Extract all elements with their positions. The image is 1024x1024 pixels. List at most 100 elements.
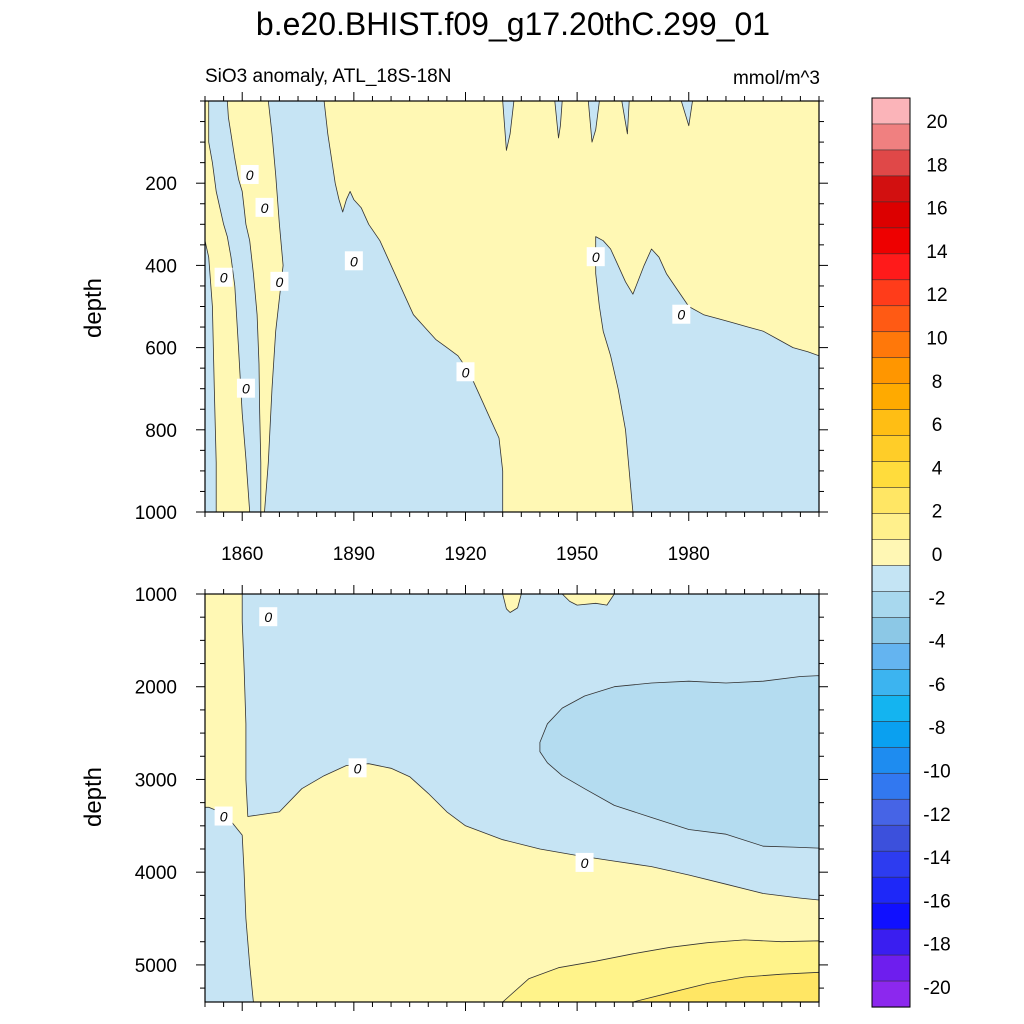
colorbar-label: 2 — [932, 502, 943, 523]
colorbar-label: -16 — [923, 891, 950, 912]
svg-text:0: 0 — [677, 307, 685, 323]
colorbar-label: 0 — [932, 545, 943, 566]
upper-contour-region-0 — [208, 101, 262, 512]
upper-contour-region-3 — [595, 236, 819, 512]
chart-left-subtitle: SiO3 anomaly, ATL_18S-18N — [205, 66, 451, 87]
y-tick-label: 800 — [145, 421, 177, 442]
colorbar-label: 4 — [932, 458, 943, 479]
upper-contour-region-5 — [554, 101, 563, 139]
x-tick-label: 1980 — [668, 544, 710, 565]
contour-label: 0 — [236, 378, 255, 398]
colorbar-label: -6 — [929, 675, 946, 696]
contour-label: 0 — [344, 251, 363, 271]
colorbar-label: 6 — [932, 415, 943, 436]
y-tick-label: 400 — [145, 256, 177, 277]
chart-title: b.e20.BHIST.f09_g17.20thC.299_01 — [256, 6, 770, 42]
colorbar-swatch — [871, 227, 911, 255]
colorbar-swatch — [871, 461, 911, 489]
upper-contour-region-4 — [502, 101, 515, 151]
y-tick-label: 4000 — [135, 863, 177, 884]
colorbar-swatch — [871, 305, 911, 333]
colorbar-swatch — [871, 876, 911, 904]
colorbar-label: 12 — [926, 285, 947, 306]
contour-label: 0 — [586, 247, 605, 267]
x-tick-label: 1950 — [556, 544, 598, 565]
y-tick-label: 600 — [145, 339, 177, 360]
colorbar-swatch — [871, 357, 911, 385]
upper-contour-region-2 — [264, 101, 504, 512]
colorbar-swatch — [871, 746, 911, 774]
x-tick-label: 1890 — [333, 544, 375, 565]
colorbar-label: 18 — [926, 155, 947, 176]
colorbar-swatch — [871, 980, 911, 1008]
y-tick-label: 1000 — [135, 503, 177, 524]
upper-contour-region-6 — [587, 101, 600, 143]
upper-contour-region-8 — [680, 101, 693, 127]
colorbar-label: 16 — [926, 199, 947, 220]
contour-label: 0 — [456, 362, 475, 382]
svg-text:0: 0 — [592, 249, 600, 265]
colorbar-swatch — [871, 331, 911, 359]
lower-plot-frame — [204, 593, 820, 1003]
lower-contour-region-1 — [502, 594, 522, 613]
contour-label: 0 — [575, 852, 594, 872]
y-tick-label: 200 — [145, 174, 177, 195]
svg-text:0: 0 — [220, 270, 228, 286]
lower-contour-region-2 — [561, 594, 615, 606]
contour-label: 0 — [259, 607, 278, 627]
colorbar-swatch — [871, 902, 911, 930]
svg-text:0: 0 — [350, 253, 358, 269]
colorbar-swatch — [871, 97, 911, 125]
colorbar-swatch — [871, 928, 911, 956]
upper-panel: 0 0 0 0 0 0 0 0 0 1860 1890 1920 1950 1980 200 400 600 80… — [135, 92, 828, 565]
colorbar-label: -10 — [923, 762, 950, 783]
colorbar-label: -20 — [923, 978, 950, 999]
colorbar-swatch — [871, 539, 911, 567]
upper-contour-region-1 — [205, 240, 217, 512]
colorbar-swatch — [871, 643, 911, 670]
colorbar-swatch — [871, 669, 911, 696]
svg-text:0: 0 — [242, 381, 250, 397]
lower-contour-region-0 — [205, 594, 819, 1002]
colorbar-swatch — [871, 383, 911, 411]
y-tick-label: 5000 — [135, 956, 177, 977]
contour-label: 0 — [672, 304, 691, 324]
colorbar-swatch — [871, 279, 911, 307]
svg-text:0: 0 — [581, 855, 589, 871]
svg-text:0: 0 — [246, 167, 254, 183]
contour-label: 0 — [214, 806, 233, 826]
lower-panel: 0 0 0 0 1000 2000 3000 4000 5000 — [135, 585, 828, 1011]
colorbar-swatch — [871, 435, 911, 463]
svg-text:0: 0 — [264, 609, 272, 625]
contour-label: 0 — [348, 758, 367, 778]
x-tick-label: 1920 — [444, 544, 486, 565]
lower-contour-region-4 — [632, 971, 819, 1002]
upper-y-axis-label: depth — [80, 278, 107, 338]
svg-text:0: 0 — [462, 364, 470, 380]
colorbar-swatch — [871, 487, 911, 515]
lower-y-axis-label: depth — [80, 767, 107, 827]
colorbar-swatch — [871, 824, 911, 852]
colorbar-swatch — [871, 617, 911, 644]
contour-label: 0 — [214, 267, 233, 287]
y-tick-label: 3000 — [135, 770, 177, 791]
colorbar-swatch — [871, 565, 911, 593]
colorbar-label: 14 — [926, 242, 948, 263]
svg-text:0: 0 — [261, 200, 269, 216]
svg-text:0: 0 — [220, 809, 228, 825]
colorbar-swatch — [871, 954, 911, 982]
colorbar-swatch — [871, 201, 911, 229]
chart-units: mmol/m^3 — [733, 68, 820, 89]
contour-label: 0 — [255, 197, 274, 217]
colorbar-swatch — [871, 695, 911, 722]
colorbar-swatch — [871, 721, 911, 748]
colorbar-swatch — [871, 123, 911, 151]
colorbar-swatch — [871, 513, 911, 541]
colorbar-label: -18 — [923, 935, 950, 956]
x-tick-label: 1860 — [221, 544, 263, 565]
colorbar-label: -2 — [929, 588, 946, 609]
colorbar-swatch — [871, 591, 911, 619]
colorbar-swatch — [871, 149, 911, 177]
